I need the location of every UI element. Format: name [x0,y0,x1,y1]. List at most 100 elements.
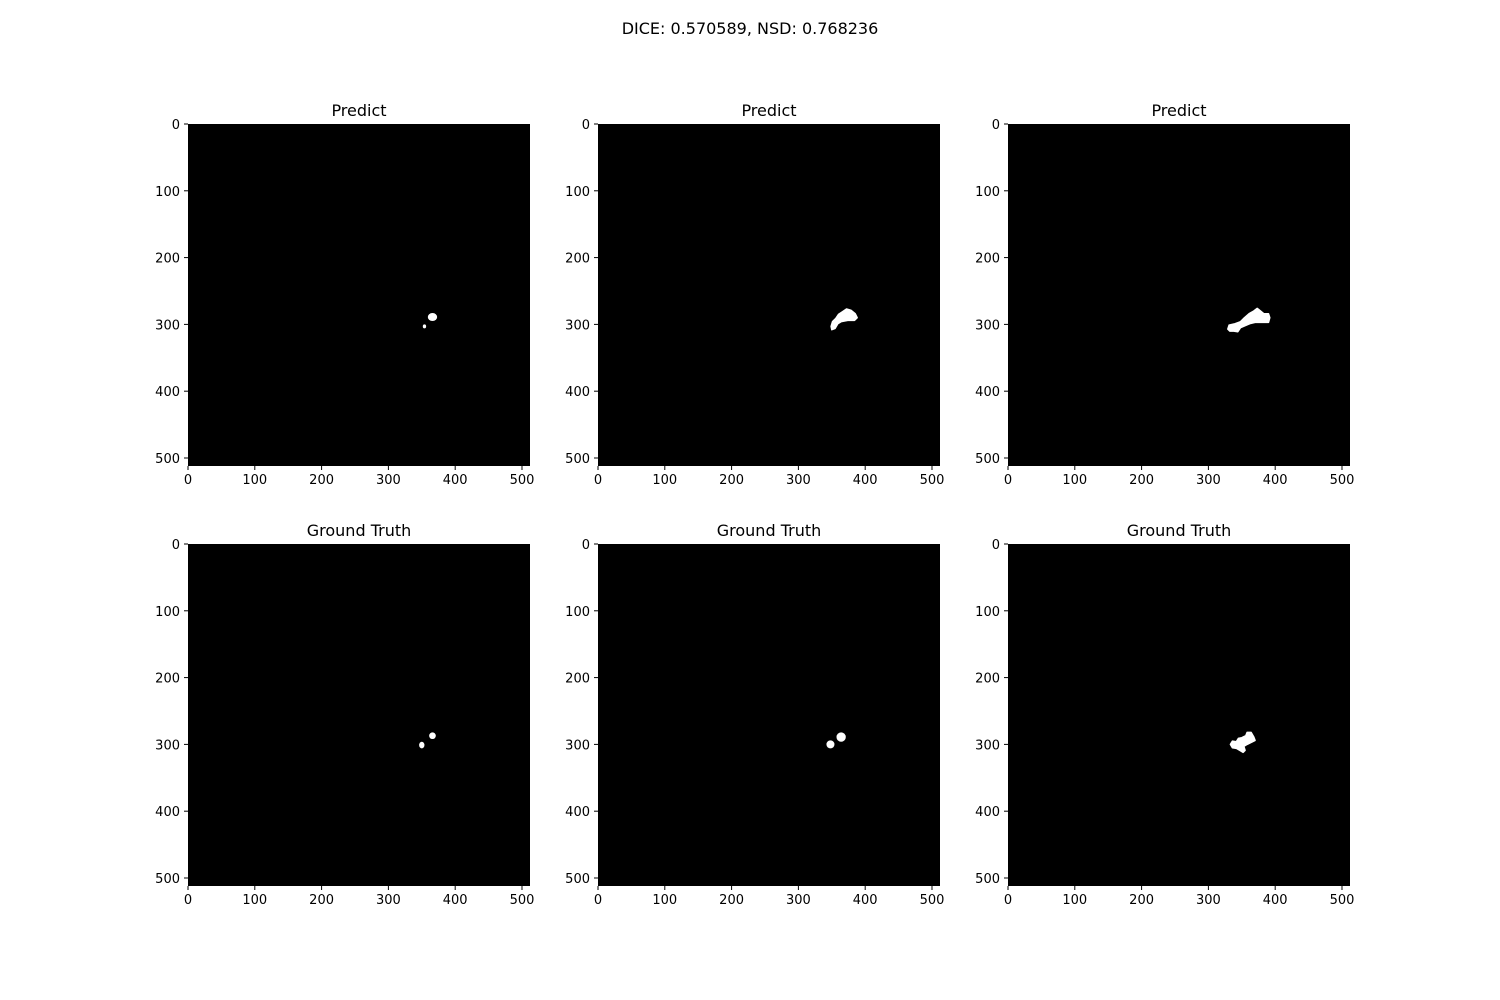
image-area [188,544,530,886]
y-tick-label: 400 [975,805,1000,820]
x-tick-label: 300 [1196,473,1221,488]
x-tick-label: 300 [786,893,811,908]
y-tick-label: 500 [155,872,180,887]
mask-blob [422,324,427,329]
figure-suptitle: DICE: 0.570589, NSD: 0.768236 [622,19,879,38]
x-tick-label: 100 [1062,893,1087,908]
x-tick-label: 500 [510,473,535,488]
y-tick-label: 200 [975,672,1000,687]
y-tick-label: 200 [155,672,180,687]
x-tick-label: 400 [853,473,878,488]
subplot-title: Ground Truth [307,521,412,540]
y-tick-label: 300 [155,738,180,753]
subplot-1: Predict 0 100 200 300 400 500 0 100 200 300 400 500 [155,101,534,488]
x-tick-label: 300 [376,473,401,488]
y-tick-label: 500 [975,872,1000,887]
y-tick-label: 100 [975,605,1000,620]
mask-blob [419,741,425,749]
x-tick-label: 400 [443,893,468,908]
mask-blob [826,740,835,749]
subplot-title: Predict [741,101,796,120]
subplot-title: Ground Truth [717,521,822,540]
x-tick-label: 0 [184,893,192,908]
y-tick-label: 500 [155,452,180,467]
x-tick-label: 400 [1263,893,1288,908]
y-tick-label: 0 [992,538,1000,553]
x-tick-label: 0 [594,893,602,908]
y-tick-label: 400 [155,385,180,400]
mask-blob [427,313,438,322]
x-tick-label: 0 [1004,473,1012,488]
mask-blob [830,308,858,331]
mask-blob [1227,307,1271,333]
x-tick-label: 200 [1129,893,1154,908]
x-tick-label: 500 [920,893,945,908]
x-tick-label: 100 [652,473,677,488]
y-tick-label: 100 [565,605,590,620]
image-area [598,544,940,886]
x-tick-label: 400 [853,893,878,908]
x-tick-label: 200 [309,893,334,908]
image-area [188,124,530,466]
x-tick-label: 500 [1330,473,1355,488]
subplot-title: Predict [331,101,386,120]
x-tick-label: 400 [1263,473,1288,488]
mask-blob [429,732,436,740]
y-tick-label: 0 [582,538,590,553]
y-tick-label: 500 [975,452,1000,467]
x-tick-label: 400 [443,473,468,488]
subplot-2: Predict 0 100 200 300 400 500 0 100 200 300 400 500 [565,101,944,488]
x-tick-label: 200 [719,473,744,488]
y-tick-label: 400 [975,385,1000,400]
image-area [1008,544,1350,886]
y-tick-label: 300 [155,318,180,333]
x-tick-label: 300 [786,473,811,488]
y-tick-label: 500 [565,452,590,467]
x-tick-label: 100 [1062,473,1087,488]
subplot-5: Ground Truth 0 100 200 300 400 500 0 100 200 300 40… [565,521,944,908]
y-tick-label: 400 [565,805,590,820]
x-tick-label: 200 [309,473,334,488]
subplot-4: Ground Truth 0 100 200 300 400 500 0 100 200 300 40… [155,521,534,908]
subplot-3: Predict 0 100 200 300 400 500 0 100 200 300 400 500 [975,101,1354,488]
y-tick-label: 300 [975,318,1000,333]
x-tick-label: 100 [242,473,267,488]
x-tick-label: 100 [652,893,677,908]
x-tick-label: 0 [184,473,192,488]
y-tick-label: 500 [565,872,590,887]
mask-blob [836,732,846,742]
y-tick-label: 0 [582,118,590,133]
y-tick-label: 100 [975,185,1000,200]
y-tick-label: 300 [975,738,1000,753]
x-tick-label: 500 [510,893,535,908]
x-tick-label: 0 [1004,893,1012,908]
y-tick-label: 200 [565,252,590,267]
y-tick-label: 100 [155,605,180,620]
x-tick-label: 200 [1129,473,1154,488]
y-tick-label: 400 [155,805,180,820]
y-tick-label: 300 [565,318,590,333]
subplot-6: Ground Truth 0 100 200 300 400 500 0 100 200 300 40… [975,521,1354,908]
image-area [598,124,940,466]
x-tick-label: 300 [376,893,401,908]
y-tick-label: 200 [155,252,180,267]
y-tick-label: 100 [565,185,590,200]
x-tick-label: 100 [242,893,267,908]
x-tick-label: 300 [1196,893,1221,908]
image-area [1008,124,1350,466]
subplot-title: Predict [1151,101,1206,120]
y-tick-label: 200 [975,252,1000,267]
x-tick-label: 500 [1330,893,1355,908]
x-tick-label: 500 [920,473,945,488]
x-tick-label: 0 [594,473,602,488]
y-tick-label: 300 [565,738,590,753]
y-tick-label: 100 [155,185,180,200]
y-tick-label: 0 [992,118,1000,133]
x-tick-label: 200 [719,893,744,908]
subplot-title: Ground Truth [1127,521,1232,540]
y-tick-label: 400 [565,385,590,400]
y-tick-label: 200 [565,672,590,687]
mask-blob [1229,731,1256,754]
y-tick-label: 0 [172,118,180,133]
